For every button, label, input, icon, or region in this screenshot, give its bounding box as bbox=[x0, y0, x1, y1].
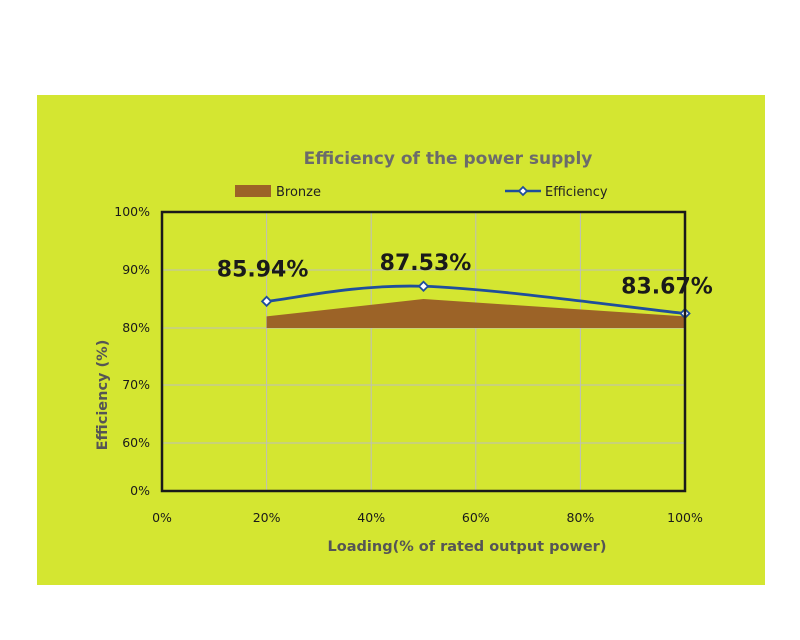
y-tick-label: 60% bbox=[122, 435, 150, 450]
chart-title: Efficiency of the power supply bbox=[304, 149, 593, 169]
x-tick-label: 20% bbox=[253, 510, 281, 525]
efficiency-data-label: 87.53% bbox=[380, 251, 472, 276]
efficiency-line-layer bbox=[260, 280, 691, 320]
y-tick-label: 70% bbox=[122, 377, 150, 392]
legend: Bronze Efficiency bbox=[235, 185, 608, 200]
x-tick-label: 100% bbox=[667, 510, 703, 525]
legend-bronze-label: Bronze bbox=[276, 185, 321, 200]
y-tick-label: 80% bbox=[122, 320, 150, 335]
axis-ticks: 0% 20% 40% 60% 80% 100% 0% 60% 70% 80% 90% 100% bbox=[114, 204, 703, 525]
efficiency-point bbox=[417, 280, 430, 293]
plot-frame bbox=[160, 210, 687, 493]
legend-efficiency-label: Efficiency bbox=[545, 185, 608, 200]
legend-efficiency-marker bbox=[517, 185, 529, 197]
y-tick-label: 100% bbox=[114, 204, 150, 219]
efficiency-data-label: 85.94% bbox=[217, 257, 309, 282]
x-tick-label: 0% bbox=[152, 510, 172, 525]
x-tick-label: 40% bbox=[357, 510, 385, 525]
data-labels: 85.94% 87.53% 83.67% bbox=[217, 251, 713, 299]
efficiency-series-line bbox=[266, 284, 686, 315]
bronze-area bbox=[266, 299, 685, 328]
x-tick-label: 80% bbox=[567, 510, 595, 525]
legend-bronze-swatch bbox=[235, 185, 271, 197]
x-tick-label: 60% bbox=[462, 510, 490, 525]
x-axis-title: Loading(% of rated output power) bbox=[328, 539, 607, 555]
efficiency-data-label: 83.67% bbox=[621, 275, 713, 300]
efficiency-point bbox=[260, 295, 273, 308]
efficiency-chart: 0% 20% 40% 60% 80% 100% 0% 60% 70% 80% 90% 100% 85.… bbox=[95, 149, 713, 555]
y-tick-label: 0% bbox=[130, 483, 150, 498]
chart-panel: 0% 20% 40% 60% 80% 100% 0% 60% 70% 80% 90% 100% 85.… bbox=[37, 95, 765, 585]
bronze-area-layer bbox=[266, 299, 685, 328]
y-tick-label: 90% bbox=[122, 262, 150, 277]
y-axis-title: Efficiency (%) bbox=[95, 340, 111, 451]
